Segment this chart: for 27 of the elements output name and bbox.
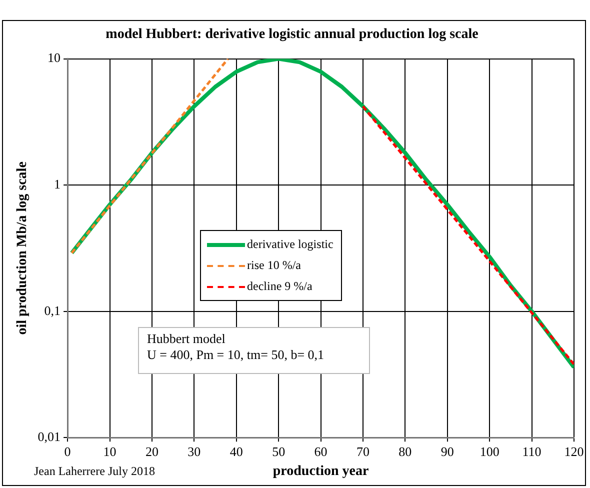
y-tick-label: 1 [54, 176, 61, 192]
x-tick-label: 30 [188, 444, 201, 459]
annotation: Hubbert model [147, 331, 226, 347]
text: Jean Laherrere July 2018 [34, 464, 155, 479]
x-tick-label: 40 [230, 444, 243, 459]
x-tick-label: 120 [564, 444, 584, 459]
x-tick-label: 100 [480, 444, 500, 459]
x-tick-label: 10 [103, 444, 116, 459]
legend-label: derivative logistic [247, 237, 334, 252]
x-tick-label: 90 [440, 444, 454, 459]
x-tick-label: 20 [145, 444, 158, 459]
x-tick-label: 70 [356, 444, 370, 459]
chart-title: model Hubbert: derivative logistic annual production log scale [106, 27, 478, 42]
legend-label: decline 9 %/a [247, 279, 312, 294]
x-tick-label: 50 [272, 444, 286, 459]
x-tick-label: 80 [398, 444, 412, 459]
legend-label: rise 10 %/a [247, 258, 301, 273]
x-axis-title: production year [272, 464, 369, 480]
annotation: U = 400, Pm = 10, tm= 50, b= 0,1 [147, 347, 326, 363]
y-tick-label: 0,1 [44, 302, 61, 318]
x-tick-label: 0 [64, 444, 71, 459]
x-tick-label: 60 [314, 444, 328, 459]
x-tick-label: 110 [522, 444, 542, 459]
y-axis-title: oil production Mb/a log scale [15, 162, 30, 335]
y-tick-label: 0,01 [38, 429, 61, 444]
y-tick-label: 10 [48, 50, 61, 66]
text-box: Hubbert model U = 400, Pm = 10, tm= 50, b= 0,1 [138, 327, 370, 374]
